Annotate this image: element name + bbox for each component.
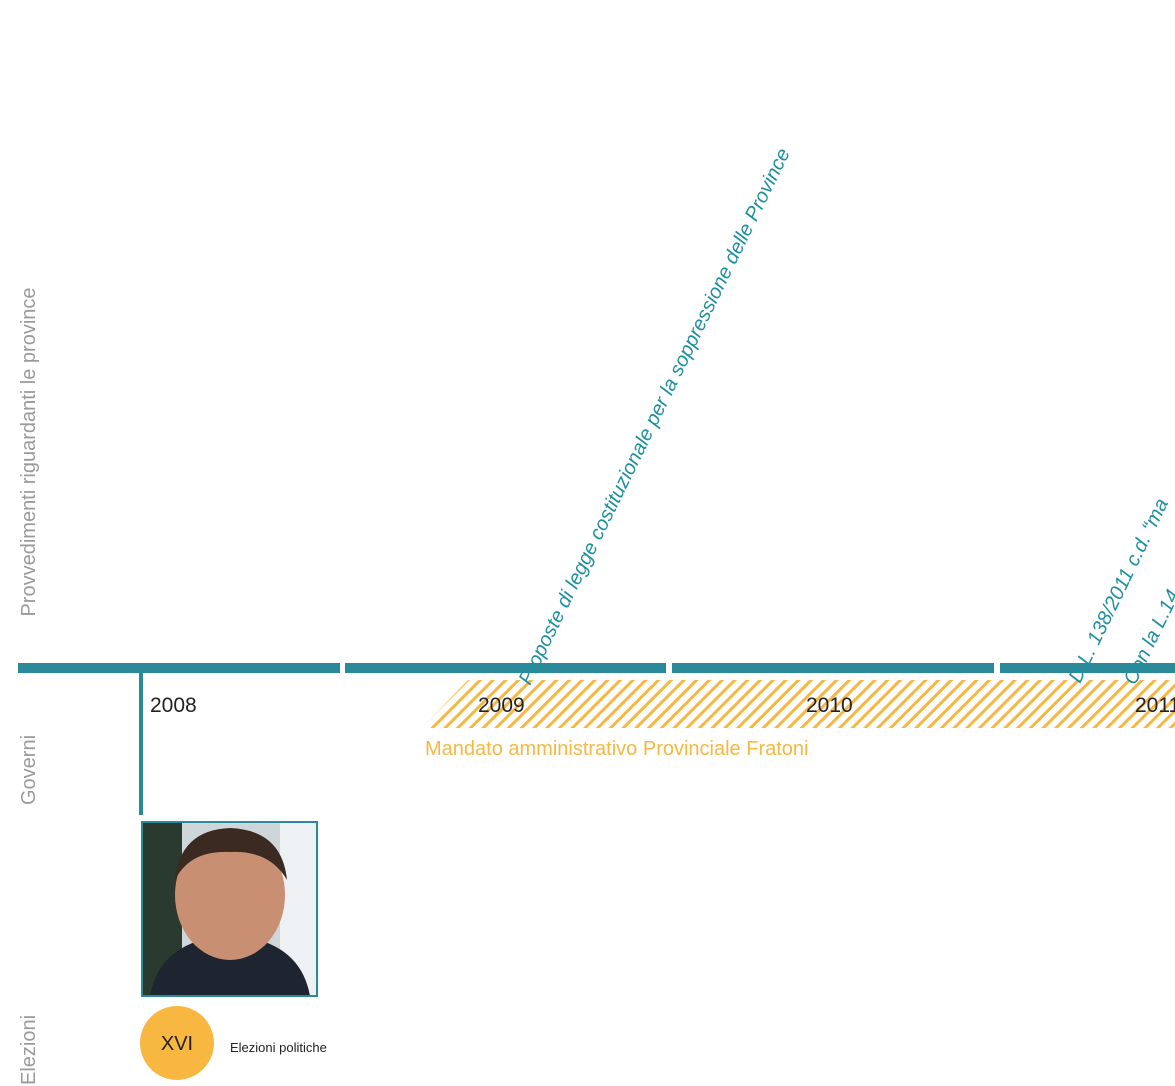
year-label: 2009 — [478, 694, 525, 717]
mandate-band — [422, 680, 1175, 728]
side-label: Elezioni — [18, 1015, 40, 1085]
election-badge — [140, 1006, 214, 1080]
side-label: Provvedimenti riguardanti le province — [18, 287, 40, 616]
mandate-label: Mandato amministrativo Provinciale Frato… — [425, 738, 809, 760]
event-label: Proposte di legge costituzionale per la … — [515, 145, 795, 688]
side-label: Governi — [18, 735, 40, 805]
event-label: D.L. 138/2011 c.d. “ma — [1065, 495, 1173, 686]
year-label: 2010 — [806, 694, 853, 717]
year-label: 2008 — [150, 694, 197, 717]
timeline-bar — [18, 663, 1175, 673]
year-label: 2011 — [1135, 694, 1175, 717]
government-photo — [141, 821, 318, 997]
election-label: Elezioni politiche — [230, 1040, 327, 1055]
year-marker — [139, 672, 143, 815]
election-badge-label: XVI — [161, 1033, 193, 1055]
